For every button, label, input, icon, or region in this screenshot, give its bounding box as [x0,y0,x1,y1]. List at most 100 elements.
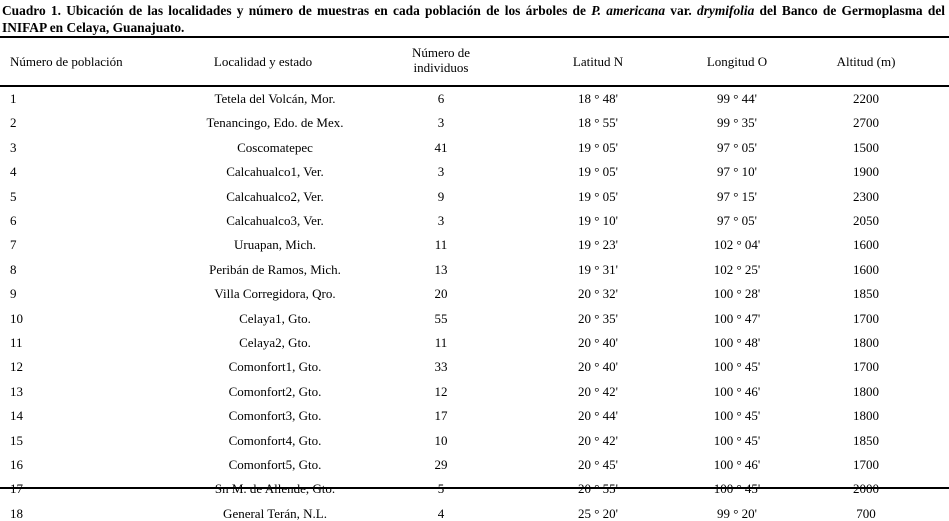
cell-latitud: 20 ° 45' [577,457,619,472]
cell-poblacion: 15 [10,432,23,448]
cell-latitud: 25 ° 20' [577,505,619,521]
cell-individuos: 20 [434,286,448,302]
caption-var: var. [665,3,698,18]
cell-latitud: 19 ° 05' [577,164,619,180]
cell-poblacion: 2 [10,115,17,131]
cell-poblacion: 7 [10,237,17,253]
cell-localidad: Peribán de Ramos, Mich. [209,261,341,277]
caption-suffix: del Banco de Germoplasma del INIFAP en C… [2,3,945,35]
cell-individuos: 33 [434,359,448,375]
cell-latitud: 20 ° 44' [577,408,619,424]
cell-altitud: 1700 [853,359,879,375]
cell-latitud: 20 ° 42' [577,432,619,448]
cell-altitud: 1800 [853,383,879,399]
cell-individuos: 29 [434,457,448,472]
table-caption: Cuadro 1. Ubicación de las localidades y… [2,2,945,36]
header-rule [0,85,949,87]
cell-individuos: 10 [434,432,448,448]
cell-individuos: 9 [437,188,445,204]
cell-altitud: 2050 [853,213,879,228]
header-poblacion: Número de población [10,54,123,69]
caption-text: Cuadro 1. Ubicación de las localidades y… [2,3,592,18]
cell-longitud: 102 ° 04' [713,237,761,253]
cell-longitud: 100 ° 45' [713,359,761,375]
cell-localidad: Comonfort5, Gto. [228,457,322,472]
cell-localidad: Coscomatepec [237,139,313,155]
cell-localidad: Celaya2, Gto. [239,335,311,350]
cell-poblacion: 16 [10,457,23,472]
cell-localidad: Comonfort1, Gto. [228,359,322,375]
cell-altitud: 1700 [853,310,879,326]
cell-localidad: Comonfort2, Gto. [228,383,322,399]
cell-poblacion: 9 [10,286,17,302]
top-rule [0,36,949,38]
header-individuos: Número de individuos [411,45,471,75]
cell-longitud: 100 ° 47' [713,310,761,326]
cell-longitud: 102 ° 25' [713,261,761,277]
cell-altitud: 2700 [853,115,879,131]
cell-individuos: 3 [437,115,445,131]
cell-longitud: 100 ° 46' [713,383,761,399]
cell-localidad: Tenancingo, Edo. de Mex. [206,115,344,131]
cell-localidad: Celaya1, Gto. [239,310,311,326]
cell-poblacion: 6 [10,213,17,228]
cell-longitud: 100 ° 48' [713,335,761,350]
cell-altitud: 1850 [853,432,879,448]
cell-altitud: 1600 [853,261,879,277]
cell-poblacion: 17 [10,481,23,497]
header-latitud: Latitud N [572,54,624,69]
cell-longitud: 100 ° 45' [713,432,761,448]
cell-latitud: 19 ° 10' [577,213,619,228]
cell-longitud: 97 ° 15' [716,188,758,204]
cell-poblacion: 3 [10,139,17,155]
cell-localidad: Villa Corregidora, Qro. [214,286,336,302]
cell-individuos: 11 [434,335,448,350]
caption-species: P. americana [591,3,666,18]
cell-individuos: 17 [434,408,448,424]
cell-altitud: 2300 [853,188,879,204]
cell-poblacion: 4 [10,164,17,180]
cell-longitud: 99 ° 35' [716,115,758,131]
cell-localidad: Comonfort4, Gto. [228,432,322,448]
cell-poblacion: 18 [10,505,23,521]
cell-poblacion: 10 [10,310,23,326]
cell-latitud: 20 ° 40' [577,359,619,375]
cell-altitud: 1600 [853,237,879,253]
cell-latitud: 20 ° 55' [577,481,619,497]
cell-latitud: 20 ° 32' [577,286,619,302]
cell-altitud: 1500 [853,139,879,155]
cell-poblacion: 14 [10,408,23,424]
cell-latitud: 19 ° 05' [577,188,619,204]
cell-longitud: 100 ° 46' [713,457,761,472]
bottom-rule [0,487,949,489]
cell-longitud: 100 ° 45' [713,481,761,497]
cell-individuos: 3 [437,213,445,228]
cell-individuos: 4 [437,505,445,521]
cell-latitud: 19 ° 23' [577,237,619,253]
cell-poblacion: 1 [10,91,17,106]
cell-longitud: 100 ° 45' [713,408,761,424]
caption-variety: drymifolia [697,3,755,18]
cell-individuos: 41 [434,139,448,155]
cell-longitud: 100 ° 28' [713,286,761,302]
cell-poblacion: 11 [10,335,23,350]
cell-poblacion: 12 [10,359,23,375]
cell-individuos: 5 [437,481,445,497]
cell-altitud: 1800 [853,408,879,424]
cell-altitud: 1800 [853,335,879,350]
header-altitud: Altitud (m) [836,54,896,69]
cell-altitud: 1850 [853,286,879,302]
cell-latitud: 20 ° 40' [577,335,619,350]
cell-localidad: Calcahualco1, Ver. [226,164,324,180]
cell-individuos: 6 [437,91,445,106]
cell-individuos: 12 [434,383,448,399]
cell-individuos: 55 [434,310,448,326]
cell-latitud: 18 ° 55' [577,115,619,131]
cell-altitud: 2200 [853,91,879,106]
cell-latitud: 20 ° 35' [577,310,619,326]
cell-poblacion: 8 [10,261,17,277]
cell-localidad: General Terán, N.L. [223,505,327,521]
cell-localidad: Calcahualco2, Ver. [226,188,324,204]
cell-longitud: 97 ° 05' [716,213,758,228]
cell-localidad: Comonfort3, Gto. [228,408,322,424]
